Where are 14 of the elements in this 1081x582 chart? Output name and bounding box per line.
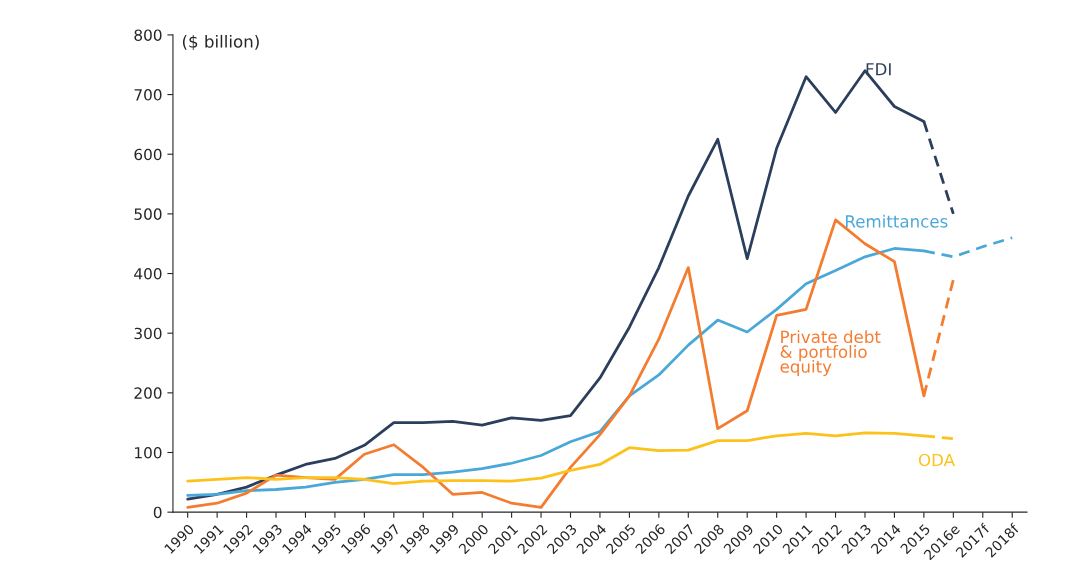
y-tick-label: 100 (135, 446, 162, 459)
y-tick-label: 700 (134, 89, 162, 101)
y-tick-label: 800 (134, 29, 162, 41)
y-axis-title: ($ billion) (182, 34, 259, 51)
y-tick-label: 300 (134, 327, 162, 340)
y-tick-label: 500 (134, 208, 162, 220)
series-label: Private debt & portfolio equity (780, 330, 881, 377)
series-label: FDI (866, 63, 891, 76)
y-tick-label: 0 (153, 506, 162, 519)
y-tick-label: 400 (134, 268, 162, 280)
y-tick-label: 600 (134, 148, 162, 161)
y-tick-label: 200 (134, 387, 162, 399)
series-label: ODA (918, 453, 955, 467)
series-label: Remittances (846, 214, 948, 228)
